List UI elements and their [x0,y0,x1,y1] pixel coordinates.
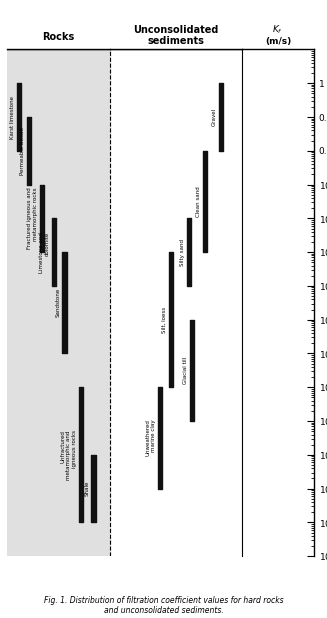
Text: Sandstone: Sandstone [56,288,60,318]
Text: Shale: Shale [85,481,90,496]
Text: Karst limestone: Karst limestone [10,96,15,138]
Text: Unweathered
marine clay: Unweathered marine clay [146,420,156,457]
Text: $K_f$
(m/s): $K_f$ (m/s) [265,23,291,46]
Text: Fig. 1. Distribution of filtration coefficient values for hard rocks
and unconso: Fig. 1. Distribution of filtration coeff… [44,596,283,615]
Text: Rocks: Rocks [42,32,75,42]
Text: Silty sand: Silty sand [180,239,185,266]
Text: Unfractured
metamorphic and
igneous rocks: Unfractured metamorphic and igneous rock… [60,430,77,480]
Text: Clean sand: Clean sand [196,186,201,217]
Text: Permeable basalt: Permeable basalt [20,127,25,175]
Text: Silt, loess: Silt, loess [162,307,167,332]
Text: Glacial till: Glacial till [183,357,188,384]
Text: Gravel: Gravel [212,108,217,126]
Text: Limestone and
dolomite: Limestone and dolomite [39,232,50,273]
Text: Unconsolidated
sediments: Unconsolidated sediments [133,25,219,46]
Text: Fractured igneous and
metamorphic rocks: Fractured igneous and metamorphic rocks [27,187,38,249]
Bar [7,49,110,556]
